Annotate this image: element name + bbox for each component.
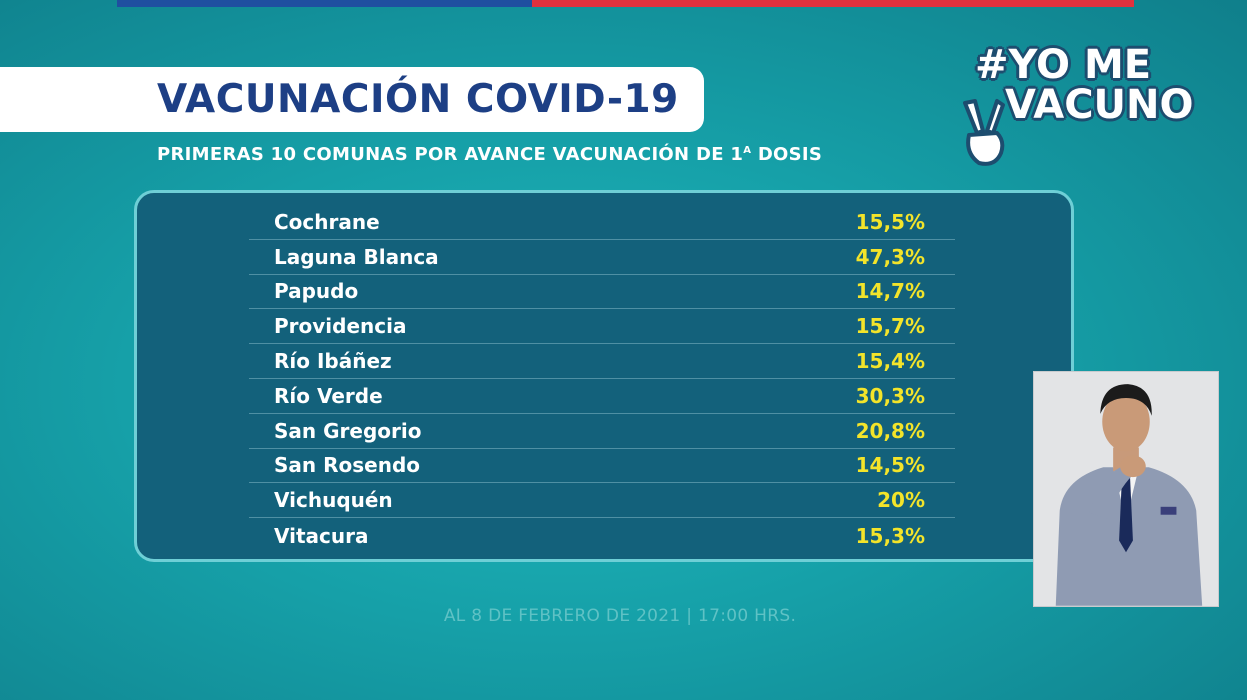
flag-strip-blue bbox=[117, 0, 532, 7]
vaccination-percentage: 20,8% bbox=[855, 418, 925, 443]
flag-strip-red bbox=[532, 0, 1134, 7]
table-row: Papudo 14,7% bbox=[249, 275, 955, 310]
table-row: Río Ibáñez 15,4% bbox=[249, 344, 955, 379]
table-row: San Rosendo 14,5% bbox=[249, 449, 955, 484]
flag-strip bbox=[117, 0, 1134, 7]
comuna-name: Papudo bbox=[274, 279, 359, 304]
comunas-table-panel: Cochrane 15,5% Laguna Blanca 47,3% Papudo 14,… bbox=[134, 190, 1074, 562]
vaccination-percentage: 14,7% bbox=[855, 279, 925, 304]
table-row: Vitacura 15,3% bbox=[249, 518, 955, 553]
vaccination-percentage: 15,3% bbox=[855, 523, 925, 548]
vaccination-percentage: 14,5% bbox=[855, 453, 925, 478]
comuna-name: Cochrane bbox=[274, 209, 380, 234]
comuna-name: Río Ibáñez bbox=[274, 349, 392, 374]
page-subtitle: PRIMERAS 10 COMUNAS POR AVANCE VACUNACIÓ… bbox=[157, 144, 822, 165]
table-row: Cochrane 15,5% bbox=[249, 205, 955, 240]
interpreter-figure bbox=[1034, 372, 1218, 606]
vaccination-percentage: 15,7% bbox=[855, 314, 925, 339]
comuna-name: Providencia bbox=[274, 314, 407, 339]
table-row: Río Verde 30,3% bbox=[249, 379, 955, 414]
comuna-name: San Rosendo bbox=[274, 453, 421, 478]
subtitle-main: PRIMERAS 10 COMUNAS POR AVANCE VACUNACIÓ… bbox=[157, 144, 744, 165]
comuna-name: Vichuquén bbox=[274, 488, 393, 513]
vaccination-percentage: 15,4% bbox=[855, 349, 925, 374]
victory-hand-icon bbox=[963, 99, 1005, 166]
comuna-name: San Gregorio bbox=[274, 418, 422, 443]
yo-me-vacuno-logo: #YO ME VACUNO bbox=[955, 42, 1194, 172]
table-row: San Gregorio 20,8% bbox=[249, 414, 955, 449]
footer-date: AL 8 DE FEBRERO DE 2021 | 17:00 HRS. bbox=[443, 606, 797, 626]
vaccination-percentage: 47,3% bbox=[855, 244, 925, 269]
vaccination-percentage: 30,3% bbox=[855, 383, 925, 408]
comunas-table: Cochrane 15,5% Laguna Blanca 47,3% Papudo 14,… bbox=[249, 205, 955, 553]
page-title: VACUNACIÓN COVID-19 bbox=[157, 77, 679, 122]
sign-language-interpreter-video bbox=[1033, 371, 1219, 607]
vaccination-percentage: 15,5% bbox=[855, 209, 925, 234]
table-row: Vichuquén 20% bbox=[249, 483, 955, 519]
vaccination-percentage: 20% bbox=[877, 488, 925, 513]
title-banner bbox=[0, 67, 704, 132]
table-row: Laguna Blanca 47,3% bbox=[249, 240, 955, 275]
comuna-name: Laguna Blanca bbox=[274, 244, 439, 269]
table-row: Providencia 15,7% bbox=[249, 309, 955, 345]
logo-line-1: #YO ME bbox=[975, 42, 1152, 88]
comuna-name: Vitacura bbox=[274, 523, 369, 548]
comuna-name: Río Verde bbox=[274, 383, 383, 408]
logo-line-2: VACUNO bbox=[1005, 82, 1194, 128]
subtitle-end: DOSIS bbox=[751, 144, 823, 165]
subtitle-superscript: A bbox=[743, 145, 752, 156]
